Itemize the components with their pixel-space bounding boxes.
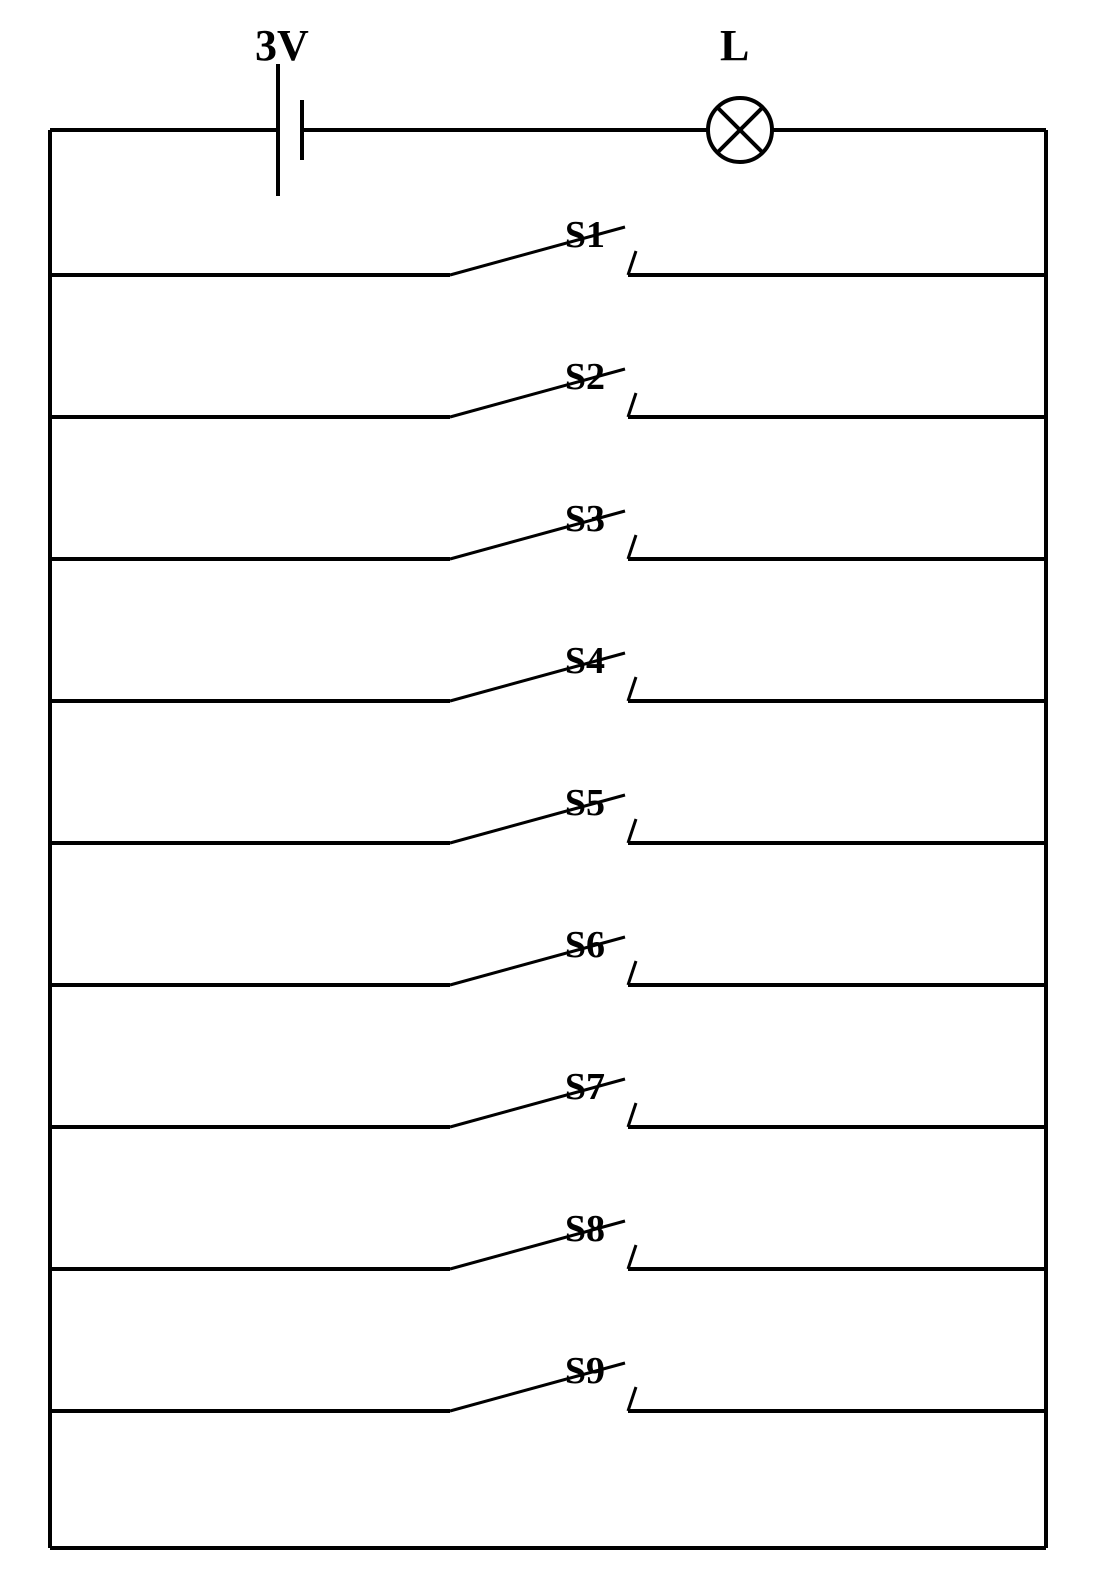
switch-label: S3 (565, 498, 605, 540)
switch-label: S1 (565, 214, 605, 256)
switch-label: S5 (565, 782, 605, 824)
switch-label: S9 (565, 1350, 605, 1392)
switch-label: S2 (565, 356, 605, 398)
switch-label: S8 (565, 1208, 605, 1250)
lamp-label: L (720, 21, 749, 70)
switch-label: S7 (565, 1066, 605, 1108)
battery-label: 3V (255, 21, 309, 70)
switch-label: S6 (565, 924, 605, 966)
switch-label: S4 (565, 640, 605, 682)
